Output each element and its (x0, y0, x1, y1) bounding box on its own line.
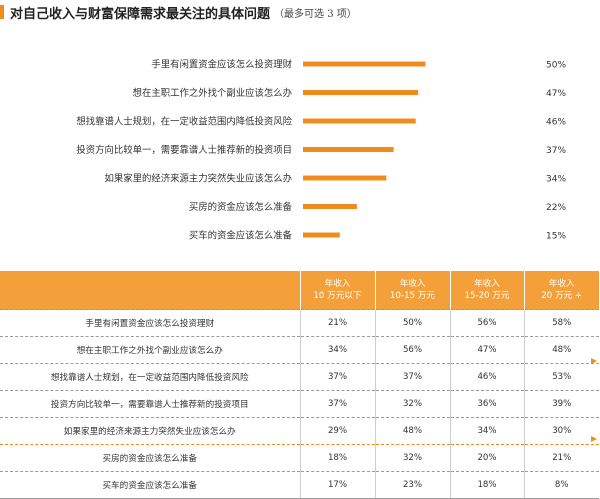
value-cell: 56% (374, 336, 450, 364)
table-row: 投资方向比较单一，需要靠谱人士推荐新的投资项目 37% 32% 36% 39% (0, 390, 599, 418)
row-label-cell: 想找靠谱人士规划，在一定收益范围内降低投资风险 (0, 363, 300, 391)
bar (303, 175, 387, 181)
value-cell: 36% (449, 390, 524, 418)
bar (303, 232, 340, 238)
value-cell: 53% (523, 363, 599, 391)
value-cell: 37% (299, 363, 375, 391)
table-row: 想在主职工作之外找个副业应该怎么办 34% 56% 47% 48% (0, 336, 599, 364)
table-row: 买车的资金应该怎么准备 17% 23% 18% 8% (0, 471, 599, 499)
value-cell: 34% (449, 417, 524, 445)
value-cell: 34% (299, 336, 375, 364)
table-header-row: 年收入 10 万元以下 年收入 10-15 万元 年收入 15-20 万元 年收入 20 万元… (0, 271, 599, 310)
header-cell-blank (0, 271, 300, 310)
row-label-cell: 投资方向比较单一，需要靠谱人士推荐新的投资项目 (0, 390, 300, 418)
bar (303, 90, 419, 95)
title-accent-bar (0, 5, 4, 19)
highlight-arrow-icon (591, 358, 597, 364)
bar-value-label: 46% (546, 118, 566, 128)
table-row: 买房的资金应该怎么准备 18% 32% 20% 21% (0, 444, 599, 472)
bar-value-label: 34% (546, 175, 566, 185)
value-cell: 32% (374, 390, 450, 418)
value-cell: 37% (299, 390, 375, 418)
value-cell: 37% (374, 363, 450, 391)
title-block: 对自己收入与财富保障需求最关注的具体问题 （最多可选 3 项） (0, 3, 357, 22)
value-cell: 21% (523, 444, 599, 472)
value-cell: 20% (449, 444, 524, 472)
value-cell: 23% (374, 471, 450, 499)
bar (303, 204, 357, 209)
header-cell-income: 年收入 10 万元以下 (299, 271, 375, 310)
bar-category-label: 想找靠谱人士规划，在一定收益范围内降低投资风险 (76, 116, 292, 128)
value-cell: 29% (299, 417, 375, 445)
bar (303, 147, 394, 152)
value-cell: 8% (523, 471, 599, 499)
value-cell: 46% (449, 363, 524, 391)
header-cell-income: 年收入 10-15 万元 (374, 271, 450, 310)
value-cell: 18% (299, 444, 375, 472)
row-label-cell: 想在主职工作之外找个副业应该怎么办 (0, 336, 300, 364)
bar-category-label: 投资方向比较单一，需要靠谱人士推荐新的投资项目 (76, 144, 292, 156)
row-label-cell: 如果家里的经济来源主力突然失业应该怎么办 (0, 417, 300, 445)
horizontal-bar-chart: 手里有闲置资金应该怎么投资理财 50% 想在主职工作之外找个副业应该怎么办 47% 想找… (76, 59, 566, 242)
highlight-arrow-icon (591, 436, 597, 442)
value-cell: 39% (523, 390, 599, 418)
value-cell: 30% (523, 417, 599, 445)
value-cell: 50% (374, 309, 450, 337)
chart-subtitle: （最多可选 3 项） (274, 8, 357, 20)
bar-category-label: 买车的资金应该怎么准备 (189, 230, 293, 242)
bar-value-label: 37% (546, 146, 566, 156)
value-cell: 56% (449, 309, 524, 337)
value-cell: 48% (523, 336, 599, 364)
income-breakdown-table: 年收入 10 万元以下 年收入 10-15 万元 年收入 15-20 万元 年收入 20 万元… (0, 271, 599, 499)
bar-value-label: 15% (546, 232, 566, 242)
value-cell: 21% (299, 309, 375, 337)
table-row: 想找靠谱人士规划，在一定收益范围内降低投资风险 37% 37% 46% 53% (0, 363, 599, 391)
bar-value-label: 22% (546, 203, 566, 213)
bar-value-label: 50% (546, 61, 566, 71)
bar-value-label: 47% (546, 89, 566, 99)
bar-category-label: 买房的资金应该怎么准备 (189, 201, 293, 213)
bar (303, 118, 416, 124)
chart-title: 对自己收入与财富保障需求最关注的具体问题 (10, 6, 271, 22)
value-cell: 47% (449, 336, 524, 364)
value-cell: 32% (374, 444, 450, 472)
row-label-cell: 手里有闲置资金应该怎么投资理财 (0, 309, 300, 337)
bar-category-label: 想在主职工作之外找个副业应该怎么办 (133, 87, 292, 99)
value-cell: 18% (449, 471, 524, 499)
table-row: 如果家里的经济来源主力突然失业应该怎么办 29% 48% 34% 30% (0, 417, 599, 445)
row-label-cell: 买车的资金应该怎么准备 (0, 471, 300, 499)
value-cell: 17% (299, 471, 375, 499)
table-row: 手里有闲置资金应该怎么投资理财 21% 50% 56% 58% (0, 309, 599, 337)
bar-category-label: 手里有闲置资金应该怎么投资理财 (151, 59, 292, 71)
bar-category-label: 如果家里的经济来源主力突然失业应该怎么办 (104, 173, 292, 185)
value-cell: 48% (374, 417, 450, 445)
value-cell: 58% (523, 309, 599, 337)
header-cell-income: 年收入 15-20 万元 (449, 271, 524, 310)
row-label-cell: 买房的资金应该怎么准备 (0, 444, 300, 472)
header-cell-income: 年收入 20 万元 + (523, 271, 599, 310)
bar (303, 61, 426, 67)
